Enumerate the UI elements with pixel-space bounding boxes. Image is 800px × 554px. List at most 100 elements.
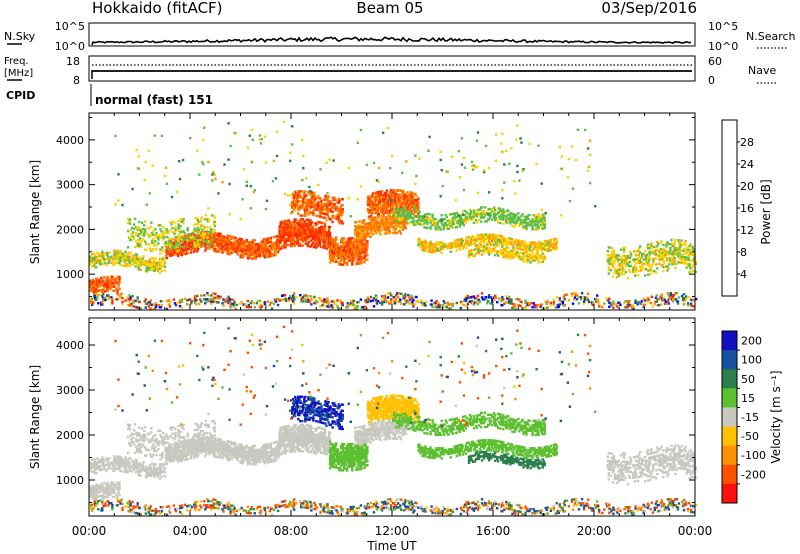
power-cell: [433, 251, 436, 254]
power-cell: [462, 245, 466, 248]
power-cell: [329, 253, 333, 256]
power-cell: [543, 221, 546, 224]
power-cell: [283, 238, 286, 241]
power-cell: [95, 255, 98, 259]
power-cell: [273, 251, 277, 255]
power-cell: [311, 205, 314, 208]
power-cell: [357, 230, 360, 233]
power-cell: [293, 198, 296, 201]
power-cell: [453, 239, 456, 242]
power-cell: [98, 279, 101, 282]
power-cell: [534, 214, 537, 217]
power-cell: [453, 243, 456, 246]
power-cell: [393, 212, 396, 215]
power-cell: [493, 243, 496, 247]
power-cell: [628, 270, 632, 274]
power-cell: [428, 219, 431, 222]
power-cell: [310, 197, 313, 200]
power-cell: [306, 198, 309, 202]
power-cell: [331, 306, 334, 309]
power-cell: [317, 202, 320, 206]
power-cell: [210, 228, 214, 231]
power-cell: [202, 238, 205, 241]
power-cell: [308, 225, 312, 228]
power-cell: [475, 240, 479, 243]
power-cell: [531, 228, 534, 231]
power-cell: [537, 253, 540, 256]
power-cell: [433, 219, 436, 223]
power-cell: [359, 256, 362, 259]
power-cell: [153, 244, 156, 247]
power-cell: [537, 226, 540, 229]
power-cell: [472, 211, 476, 214]
power-cell: [385, 197, 389, 200]
power-cell: [466, 219, 470, 222]
power-cell: [467, 242, 471, 245]
power-cell: [264, 304, 268, 308]
power-cell: [327, 195, 330, 198]
power-cell: [179, 245, 182, 248]
freq-left-tick-bottom: 8: [73, 74, 80, 87]
power-cell: [186, 236, 189, 239]
power-cell: [243, 246, 246, 249]
power-cell: [379, 192, 383, 195]
power-cell: [114, 251, 117, 254]
power-cell: [397, 296, 400, 299]
power-cell: [647, 243, 650, 246]
power-cell: [521, 223, 524, 226]
power-cell: [121, 252, 124, 255]
power-cell: [483, 249, 487, 252]
power-cell: [163, 261, 167, 264]
power-cell: [177, 223, 180, 226]
power-cell: [93, 256, 96, 259]
power-cell: [89, 263, 92, 266]
power-cell: [509, 216, 512, 219]
power-cell: [181, 234, 184, 237]
power-cell: [158, 267, 162, 270]
cpid-text: normal (fast) 151: [95, 93, 213, 107]
power-cell: [182, 222, 185, 225]
power-cell: [545, 250, 548, 253]
noise-panel: N.Sky 10^5 10^0 10^5 10^0 N.Search: [4, 20, 796, 53]
power-cell: [658, 262, 661, 265]
power-cell: [178, 243, 181, 246]
power-cell: [152, 229, 155, 233]
power-cell: [113, 289, 116, 292]
power-cell: [503, 237, 506, 241]
power-cell: [498, 238, 501, 242]
power-cell: [340, 220, 343, 223]
power-cell: [306, 242, 310, 246]
power-cell: [128, 218, 132, 221]
power-cell: [543, 217, 546, 220]
power-cell: [536, 216, 539, 219]
power-cell: [367, 197, 371, 200]
power-cell: [499, 209, 502, 212]
power-cell: [343, 259, 346, 262]
power-cell: [184, 237, 187, 241]
power-cell: [176, 237, 179, 241]
power-cell: [186, 229, 189, 232]
power-cell: [288, 237, 291, 240]
power-cell: [177, 249, 180, 253]
power-cell: [455, 249, 458, 252]
power-cell: [496, 213, 499, 216]
power-cell: [255, 302, 259, 305]
power-cell: [144, 298, 147, 301]
power-cell: [498, 215, 501, 218]
power-cell: [345, 241, 348, 244]
power-cell: [111, 298, 114, 301]
power-cell: [620, 260, 624, 264]
power-cell: [293, 194, 296, 197]
power-cell: [459, 306, 463, 310]
power-cell: [202, 228, 205, 231]
power-cell: [186, 303, 189, 306]
power-cell: [662, 243, 665, 247]
power-cell: [459, 218, 463, 222]
power-cell: [314, 224, 318, 227]
power-cell: [391, 197, 394, 200]
power-cell: [155, 234, 158, 237]
power-cell: [157, 242, 160, 245]
power-cell: [224, 244, 227, 247]
power-cell: [541, 252, 544, 255]
power-cell: [266, 247, 270, 250]
